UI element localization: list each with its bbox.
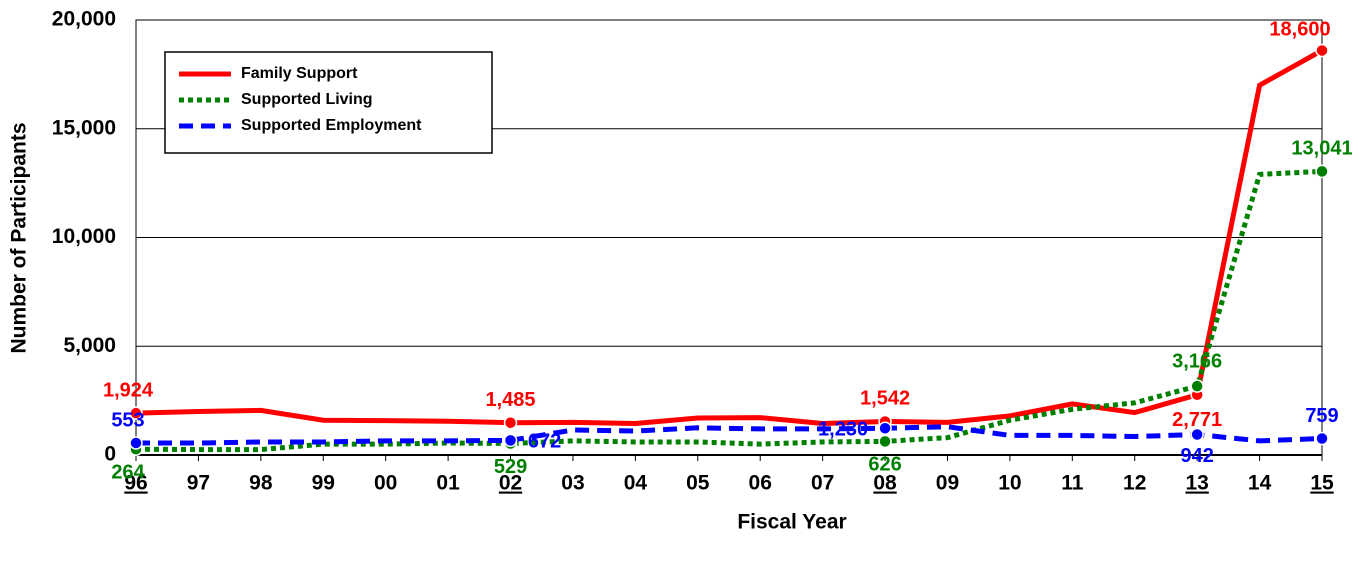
x-tick-label: 11 bbox=[1061, 472, 1084, 495]
x-tick-label: 00 bbox=[374, 472, 397, 495]
series-line bbox=[135, 424, 1323, 446]
x-tick-label: 02 bbox=[499, 472, 522, 495]
point-marker bbox=[1315, 164, 1329, 179]
x-tick-label: 09 bbox=[936, 472, 959, 495]
point-marker bbox=[129, 436, 143, 450]
data-label: 1,230 bbox=[818, 419, 868, 441]
point-marker bbox=[503, 415, 518, 430]
x-tick-label: 05 bbox=[686, 472, 710, 495]
x-tick-label: 14 bbox=[1248, 472, 1272, 495]
data-label: 1,924 bbox=[103, 379, 154, 401]
data-label: 759 bbox=[1305, 405, 1338, 427]
x-tick-label: 99 bbox=[312, 472, 335, 495]
x-tick-label: 12 bbox=[1123, 472, 1146, 495]
data-label: 672 bbox=[528, 431, 561, 453]
point-marker bbox=[1190, 379, 1204, 393]
data-label: 942 bbox=[1180, 445, 1213, 467]
point-marker bbox=[129, 406, 143, 420]
data-label: 529 bbox=[494, 456, 527, 478]
point-marker bbox=[503, 433, 518, 448]
x-tick-label: 03 bbox=[561, 472, 584, 495]
series-line bbox=[135, 168, 1323, 453]
y-tick-label: 10,000 bbox=[52, 225, 116, 248]
data-label: 264 bbox=[111, 462, 145, 484]
x-tick-label: 98 bbox=[249, 472, 273, 495]
data-label: 2,771 bbox=[1172, 409, 1222, 431]
x-tick-label: 08 bbox=[873, 472, 897, 495]
legend-label: Family Support bbox=[241, 65, 358, 82]
data-label: 1,485 bbox=[485, 389, 535, 411]
x-tick-label: 01 bbox=[436, 472, 460, 495]
point-marker bbox=[1315, 43, 1329, 58]
x-tick-label: 06 bbox=[749, 472, 772, 495]
x-tick-label: 07 bbox=[811, 472, 834, 495]
point-marker bbox=[878, 434, 892, 449]
y-axis-title: Number of Participants bbox=[8, 122, 31, 353]
data-label: 18,600 bbox=[1269, 19, 1330, 41]
legend-label: Supported Employment bbox=[241, 117, 422, 134]
data-label: 553 bbox=[111, 409, 144, 431]
x-axis-title: Fiscal Year bbox=[737, 511, 846, 534]
y-tick-label: 15,000 bbox=[52, 116, 116, 139]
point-marker bbox=[1315, 431, 1329, 446]
data-label: 1,542 bbox=[860, 388, 910, 410]
x-tick-label: 15 bbox=[1310, 472, 1334, 495]
x-tick-label: 04 bbox=[624, 472, 648, 495]
legend-label: Supported Living bbox=[241, 91, 373, 108]
point-marker bbox=[878, 421, 892, 435]
y-tick-label: 20,000 bbox=[52, 8, 116, 31]
y-tick-label: 5,000 bbox=[63, 334, 116, 357]
point-marker bbox=[1190, 427, 1204, 442]
x-tick-label: 13 bbox=[1185, 472, 1208, 495]
y-tick-label: 0 bbox=[104, 443, 116, 466]
x-tick-label: 10 bbox=[998, 472, 1021, 495]
data-label: 626 bbox=[868, 454, 901, 476]
data-label: 13,041 bbox=[1291, 138, 1352, 160]
x-tick-label: 96 bbox=[124, 472, 147, 495]
series-line bbox=[135, 48, 1324, 426]
data-label: 3,166 bbox=[1172, 350, 1222, 372]
x-tick-label: 97 bbox=[187, 472, 210, 495]
